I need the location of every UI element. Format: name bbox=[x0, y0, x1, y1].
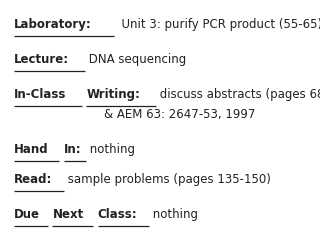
Text: DNA sequencing: DNA sequencing bbox=[85, 53, 186, 66]
Text: Hand: Hand bbox=[14, 143, 49, 156]
Text: nothing: nothing bbox=[86, 143, 135, 156]
Text: Lecture:: Lecture: bbox=[14, 53, 69, 66]
Text: Next: Next bbox=[52, 208, 84, 221]
Text: In:: In: bbox=[63, 143, 81, 156]
Text: Class:: Class: bbox=[98, 208, 137, 221]
Text: Writing:: Writing: bbox=[86, 88, 140, 101]
Text: In-Class: In-Class bbox=[14, 88, 66, 101]
Text: Due: Due bbox=[14, 208, 40, 221]
Text: Read:: Read: bbox=[14, 173, 52, 186]
Text: Laboratory:: Laboratory: bbox=[14, 18, 92, 31]
Text: Unit 3: purify PCR product (55-65): Unit 3: purify PCR product (55-65) bbox=[114, 18, 320, 31]
Text: sample problems (pages 135-150): sample problems (pages 135-150) bbox=[63, 173, 270, 186]
Text: discuss abstracts (pages 68, 157): discuss abstracts (pages 68, 157) bbox=[156, 88, 320, 101]
Text: nothing: nothing bbox=[149, 208, 198, 221]
Text: & AEM 63: 2647-53, 1997: & AEM 63: 2647-53, 1997 bbox=[14, 108, 255, 121]
